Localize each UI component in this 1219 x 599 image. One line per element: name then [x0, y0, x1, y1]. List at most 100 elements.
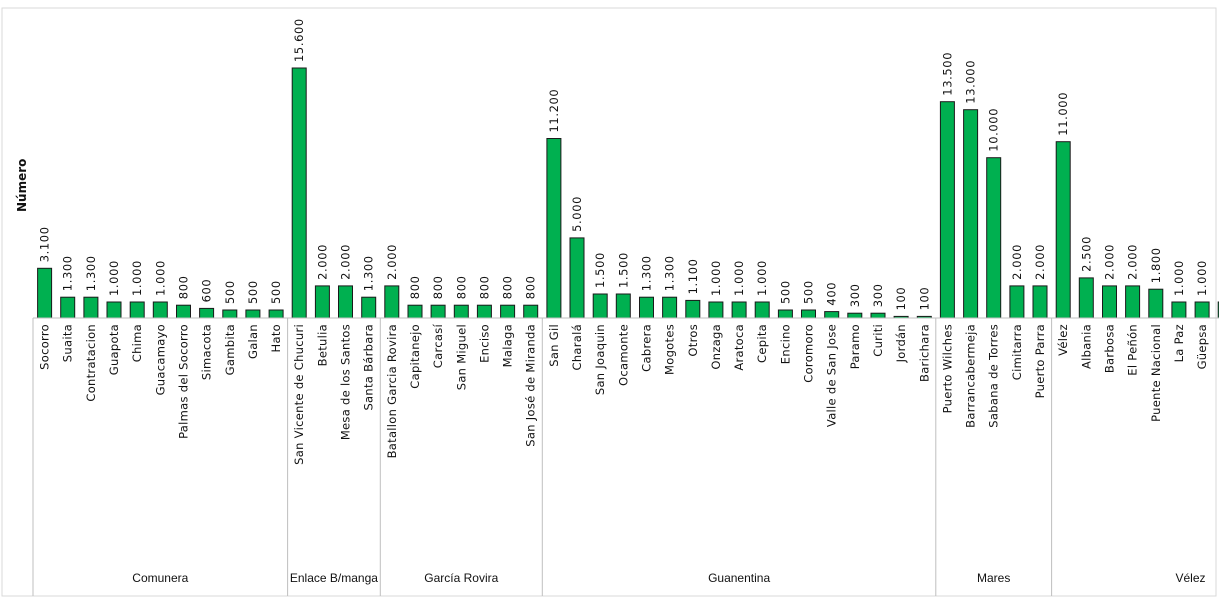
category-label: Puente Nacional	[1149, 324, 1163, 422]
bar	[338, 285, 353, 319]
bar	[986, 157, 1002, 319]
value-label: 2.000	[339, 244, 353, 280]
category-label: Cimitarra	[1010, 324, 1024, 380]
bar	[106, 301, 122, 319]
category-label: Barrancabermeja	[964, 324, 978, 428]
bar	[176, 304, 191, 319]
category-label: San Vicente de Chucuri	[292, 324, 306, 465]
bar	[1032, 285, 1048, 319]
bar	[824, 311, 840, 319]
value-label: 1.500	[593, 252, 607, 288]
category-label: Barichara	[917, 324, 931, 382]
bar	[1009, 285, 1025, 319]
category-label: Puerto Wilches	[940, 324, 954, 413]
value-label: 500	[246, 280, 260, 304]
value-label: 1.000	[1195, 260, 1209, 296]
category-label: Carcasí	[431, 324, 445, 369]
value-label: 500	[778, 280, 792, 304]
value-label: 100	[917, 287, 931, 311]
category-label: Barbosa	[1103, 324, 1117, 373]
category-label: Encino	[778, 324, 792, 364]
labels-layer: 3.100 Socorro 1.300 Suaita 1.300 Contratacion…	[38, 18, 1219, 585]
bar	[1078, 277, 1094, 319]
category-label: Palmas del Socorro	[177, 324, 191, 439]
value-label: 15.600	[292, 18, 306, 62]
value-label: 800	[501, 275, 515, 299]
category-label: San Miguel	[454, 324, 468, 390]
value-label: 500	[802, 280, 816, 304]
group-label: Guanentina	[708, 571, 770, 585]
value-label: 1.000	[1172, 260, 1186, 296]
bar	[476, 304, 492, 319]
value-label: 600	[200, 279, 214, 303]
value-label: 2.000	[1010, 244, 1024, 280]
value-label: 400	[825, 282, 839, 306]
bar	[870, 312, 886, 319]
group-label: Vélez	[1175, 571, 1205, 585]
category-label: Jordán	[894, 324, 908, 363]
category-label: Cabrera	[640, 324, 654, 372]
bar	[245, 309, 261, 319]
bar	[523, 304, 539, 319]
category-label: Otros	[686, 324, 700, 357]
value-label: 1.000	[755, 260, 769, 296]
category-label: Cepita	[755, 324, 769, 363]
bars-layer	[32, 67, 1219, 596]
value-label: 13.500	[940, 52, 954, 96]
bar	[615, 293, 631, 319]
value-label: 11.200	[547, 89, 561, 133]
value-label: 800	[431, 275, 445, 299]
category-label: Charalá	[570, 324, 584, 370]
bar	[430, 304, 446, 319]
value-label: 500	[269, 280, 283, 304]
category-label: Gambita	[223, 324, 237, 375]
plot-frame	[1, 7, 1217, 597]
bar	[1171, 301, 1187, 319]
value-label: 3.100	[38, 226, 52, 262]
value-label: 800	[454, 275, 468, 299]
category-label: Valle de San Jose	[825, 324, 839, 427]
value-label: 1.000	[130, 260, 144, 296]
value-label: 500	[223, 280, 237, 304]
group-label: Comunera	[132, 571, 188, 585]
bar	[569, 237, 585, 319]
bar	[639, 296, 654, 319]
bar	[1102, 285, 1117, 319]
value-label: 1.000	[709, 260, 723, 296]
category-label: Simacota	[200, 324, 214, 380]
bar	[801, 309, 816, 319]
bar	[222, 309, 238, 319]
value-label: 2.500	[1079, 236, 1093, 272]
group-label: Enlace B/manga	[290, 571, 378, 585]
category-label: San José de Miranda	[524, 324, 538, 447]
category-label: Suaita	[61, 324, 75, 362]
value-label: 5.000	[570, 196, 584, 232]
category-label: Onzaga	[709, 324, 723, 370]
value-label: 300	[871, 283, 885, 307]
category-label: San Gil	[547, 324, 561, 367]
value-label: 800	[524, 275, 538, 299]
category-label: Malaga	[501, 324, 515, 367]
bar	[1125, 285, 1141, 319]
value-label: 1.000	[107, 260, 121, 296]
group-label: Mares	[977, 571, 1010, 585]
bar	[361, 296, 377, 319]
bar	[268, 309, 284, 319]
bar	[37, 267, 53, 319]
value-label: 1.300	[663, 255, 677, 291]
category-label: Güepsa	[1195, 324, 1209, 369]
bar	[777, 309, 793, 319]
category-label: Batallon Garcia Rovira	[385, 324, 399, 458]
value-label: 2.000	[385, 244, 399, 280]
value-label: 1.100	[686, 258, 700, 294]
bar	[314, 285, 330, 319]
category-label: Galan	[246, 324, 260, 359]
value-label: 2.000	[1033, 244, 1047, 280]
bar	[963, 109, 979, 319]
category-label: Paramo	[848, 324, 862, 369]
value-label: 1.300	[362, 255, 376, 291]
bar	[291, 67, 307, 319]
category-label: Puerto Parra	[1033, 324, 1047, 398]
value-label: 1.000	[732, 260, 746, 296]
